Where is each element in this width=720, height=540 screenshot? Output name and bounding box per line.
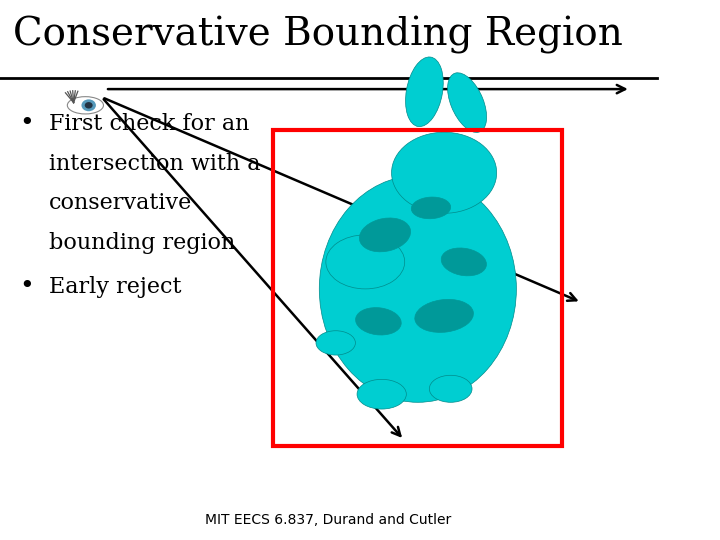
Text: •: • [19,274,35,298]
Ellipse shape [316,330,356,355]
Text: •: • [19,111,35,134]
Ellipse shape [319,176,516,402]
Ellipse shape [441,248,487,276]
Text: Conservative Bounding Region: Conservative Bounding Region [13,16,623,54]
Ellipse shape [356,308,401,335]
Ellipse shape [448,73,487,132]
Bar [273,130,562,446]
Ellipse shape [405,57,444,126]
Ellipse shape [415,299,474,333]
Ellipse shape [429,375,472,402]
Text: conservative: conservative [49,192,192,214]
Text: First check for an: First check for an [49,113,250,136]
Text: Early reject: Early reject [49,276,181,299]
Ellipse shape [326,235,405,289]
Ellipse shape [85,102,93,109]
Ellipse shape [81,99,96,111]
Ellipse shape [359,218,410,252]
Ellipse shape [392,132,497,213]
Text: bounding region: bounding region [49,232,235,254]
Ellipse shape [68,97,104,114]
Text: MIT EECS 6.837, Durand and Cutler: MIT EECS 6.837, Durand and Cutler [205,512,451,526]
Ellipse shape [357,379,406,409]
Text: intersection with a: intersection with a [49,153,261,175]
Ellipse shape [411,197,451,219]
